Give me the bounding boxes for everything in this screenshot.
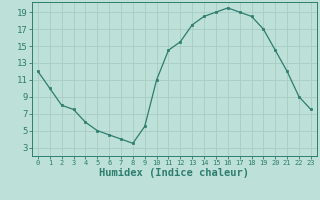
X-axis label: Humidex (Indice chaleur): Humidex (Indice chaleur) [100, 168, 249, 178]
